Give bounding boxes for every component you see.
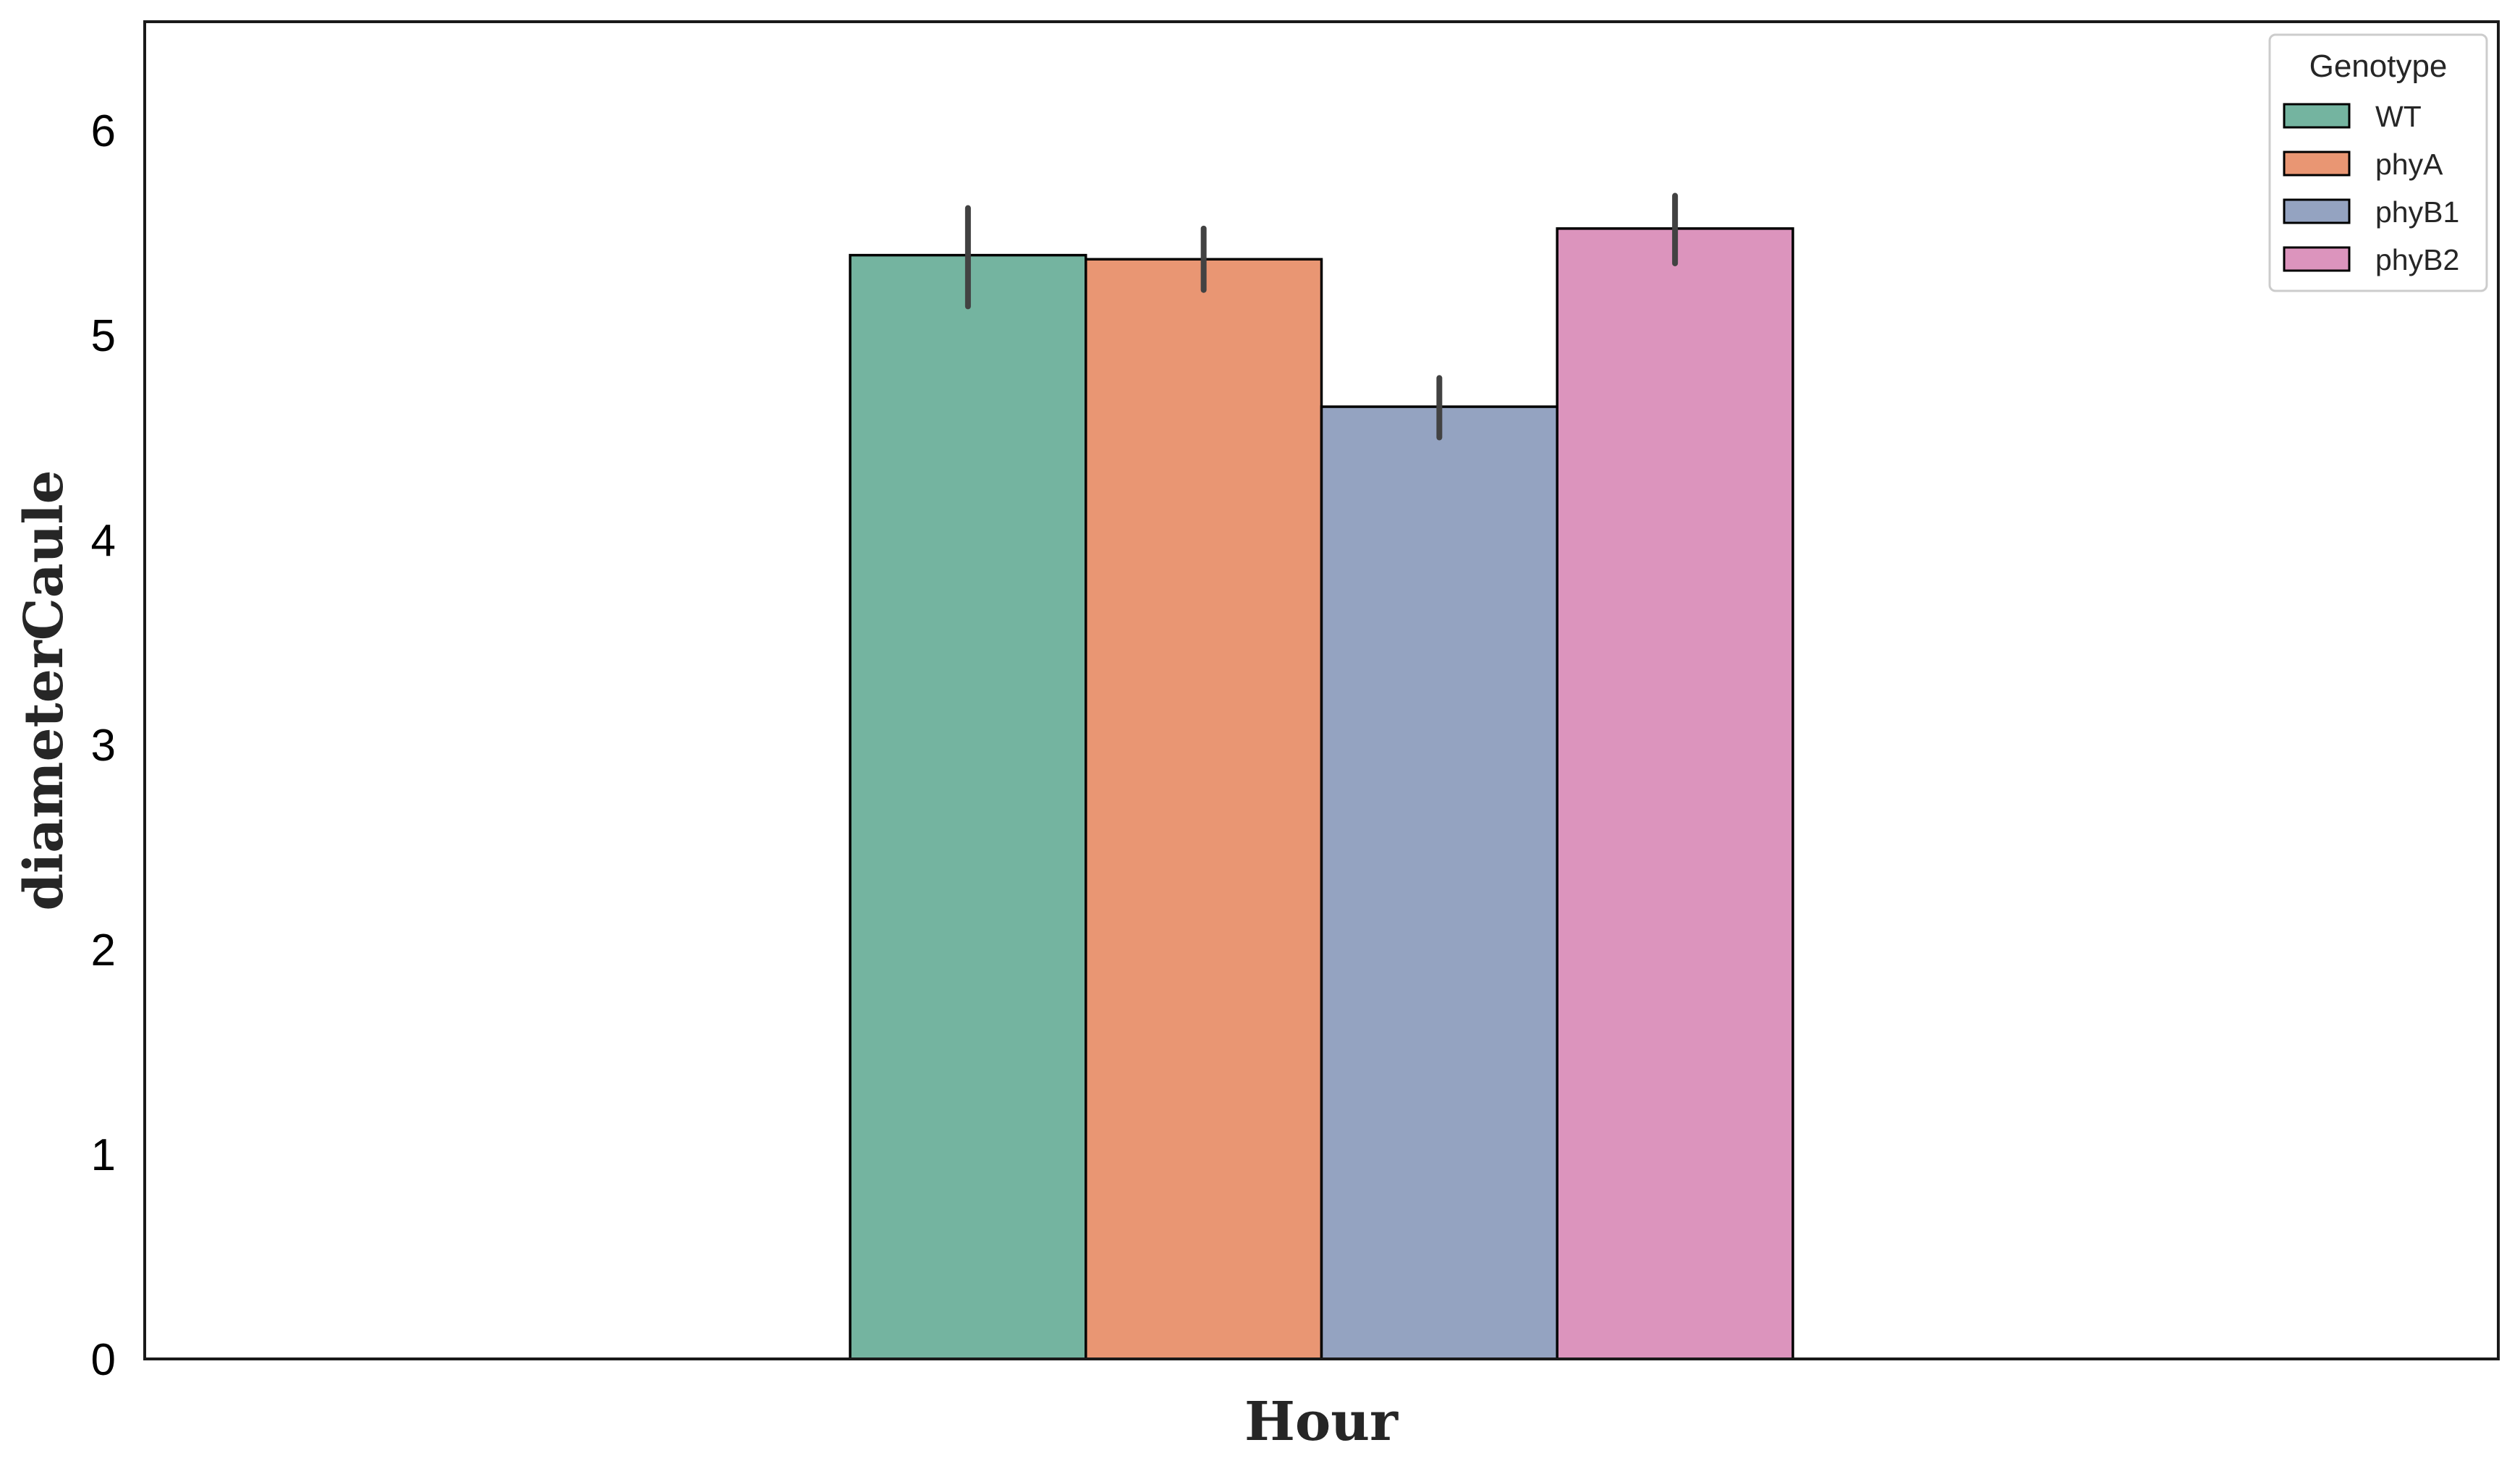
legend-swatch-phyb1 — [2283, 198, 2351, 224]
legend-swatch-phyb2 — [2283, 246, 2351, 272]
plot-frame — [143, 20, 2500, 1360]
bar-phyb2 — [1556, 227, 1794, 1360]
y-tick-label: 4 — [91, 516, 116, 566]
legend-label-wt: WT — [2375, 100, 2422, 133]
y-tick-label: 1 — [91, 1130, 116, 1180]
x-axis-title: Hour — [1244, 1391, 1399, 1453]
bar-phyb1 — [1320, 405, 1558, 1360]
error-bars-layer — [964, 192, 1679, 441]
y-tick-label: 6 — [91, 106, 116, 156]
legend: Genotype WT phyA phyB1 phyB2 — [2268, 33, 2488, 292]
legend-label-phyb1: phyB1 — [2375, 195, 2459, 229]
y-axis-ticks: 0 1 2 3 4 5 6 — [91, 106, 116, 1385]
y-axis-title: diameterCaule — [13, 470, 75, 910]
legend-label-phya: phyA — [2375, 148, 2443, 181]
legend-frame — [2268, 33, 2488, 292]
legend-label-phyb2: phyB2 — [2375, 243, 2459, 276]
legend-title: Genotype — [2309, 48, 2448, 84]
y-tick-label: 3 — [91, 721, 116, 771]
bar-phya — [1085, 258, 1323, 1360]
bars-layer — [849, 227, 1794, 1360]
legend-swatch-phya — [2283, 151, 2351, 177]
bar-wt — [849, 253, 1087, 1360]
y-tick-label: 2 — [91, 926, 116, 975]
y-tick-label: 5 — [91, 311, 116, 361]
legend-swatch-wt — [2283, 103, 2351, 129]
y-tick-label: 0 — [91, 1335, 116, 1385]
legend-items: WT phyA phyB1 phyB2 — [2283, 100, 2459, 276]
